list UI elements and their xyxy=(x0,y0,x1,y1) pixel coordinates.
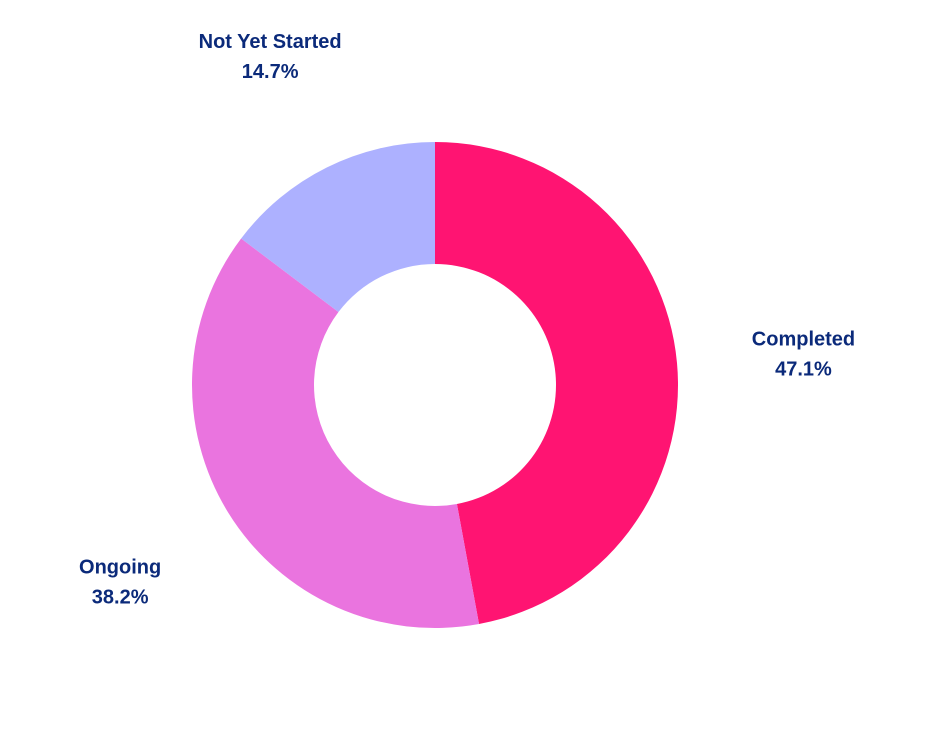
slice-not-yet-started xyxy=(241,142,435,313)
slice-label-name: Not Yet Started xyxy=(199,31,342,53)
labels-group: Completed 47.1% Ongoing 38.2% Not Yet Starte… xyxy=(79,31,855,609)
slices-group xyxy=(192,142,678,628)
slice-label-percent: 38.2% xyxy=(92,586,149,608)
slice-completed xyxy=(435,142,678,624)
slice-label-percent: 47.1% xyxy=(775,358,832,380)
slice-label-ongoing: Ongoing 38.2% xyxy=(79,556,161,608)
slice-label-completed: Completed 47.1% xyxy=(752,328,855,380)
slice-label-percent: 14.7% xyxy=(242,61,299,83)
slice-ongoing xyxy=(192,238,480,628)
slice-label-name: Ongoing xyxy=(79,556,161,578)
slice-label-name: Completed xyxy=(752,328,855,350)
slice-label-not-yet-started: Not Yet Started 14.7% xyxy=(199,31,342,83)
